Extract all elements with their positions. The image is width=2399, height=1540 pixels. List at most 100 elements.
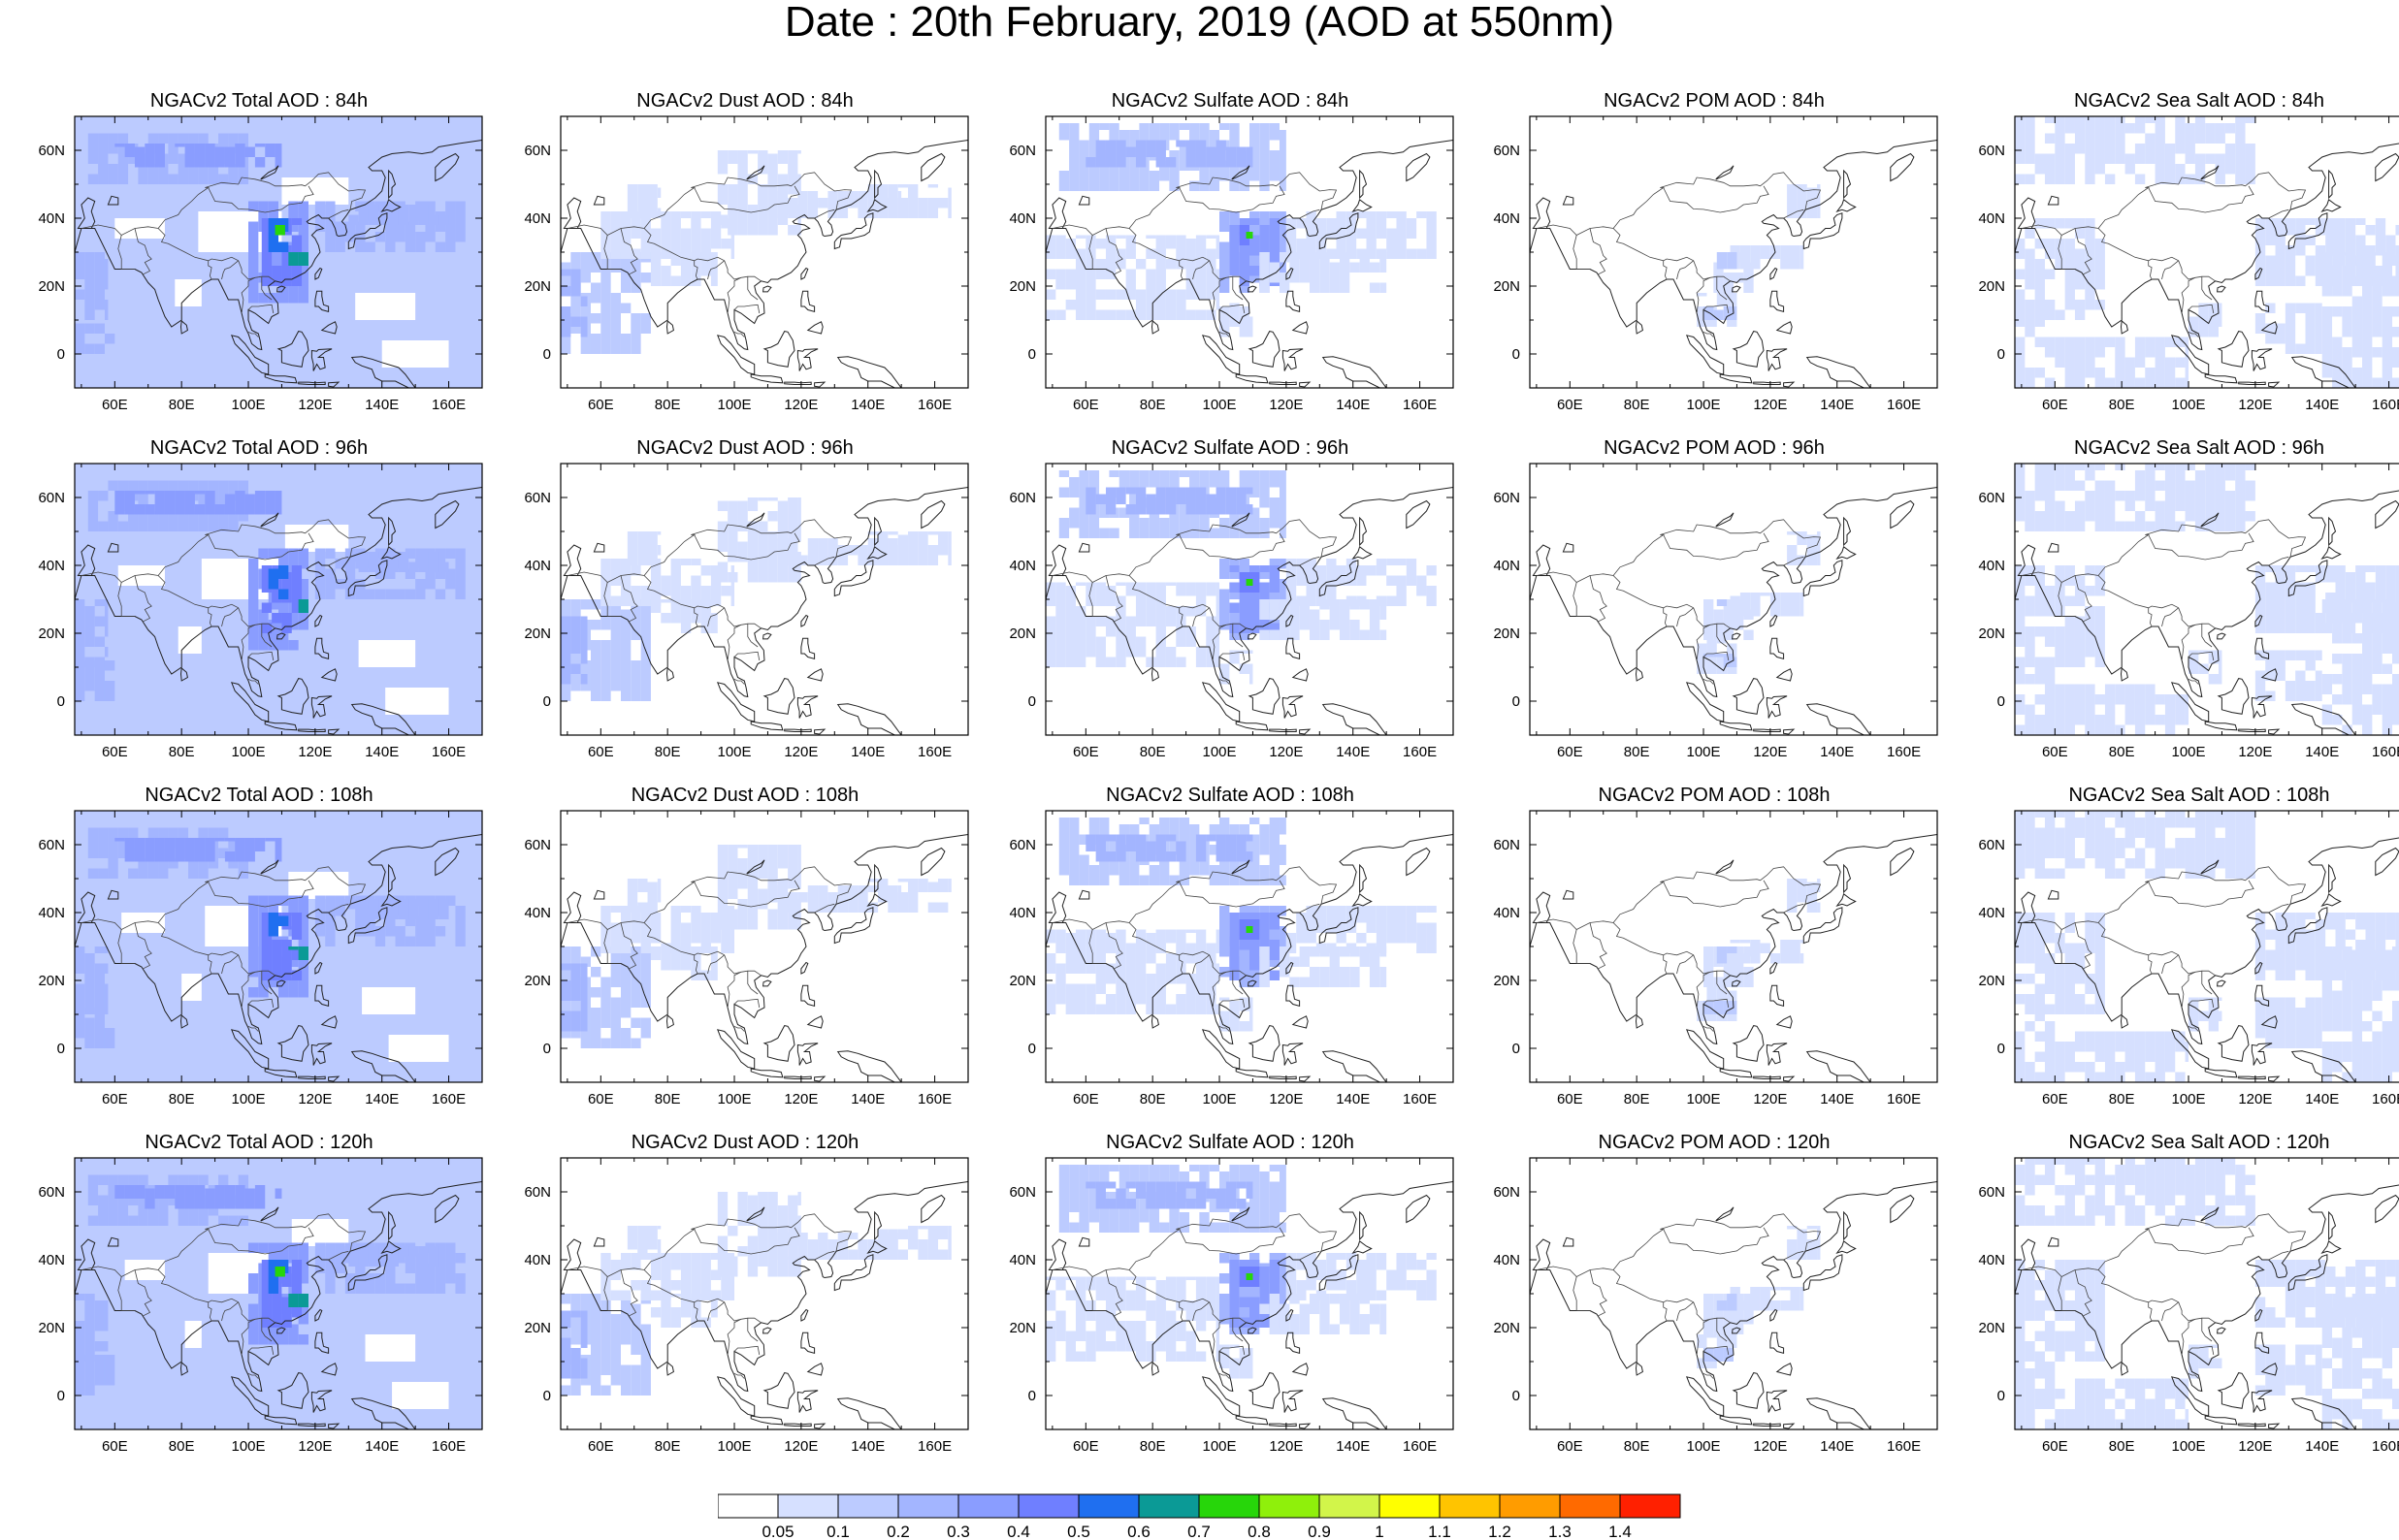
lat-tick-label: 20N: [1978, 626, 2005, 642]
lat-tick-label: 0: [1512, 1041, 1520, 1057]
colorbar-swatch: [718, 1493, 779, 1519]
lon-tick-label: 100E: [1202, 397, 1236, 413]
lon-tick-label: 60E: [588, 397, 614, 413]
colorbar-label: 0.3: [947, 1523, 970, 1540]
lat-tick-label: 20N: [524, 278, 551, 295]
lon-tick-label: 160E: [2372, 397, 2399, 413]
lon-tick-label: 120E: [784, 1438, 818, 1455]
lat-tick-label: 40N: [524, 210, 551, 227]
lon-tick-label: 60E: [102, 1438, 128, 1455]
country-borders: [2021, 172, 2307, 337]
panel-title: NGACv2 POM AOD : 96h: [1604, 437, 1825, 459]
lon-tick-label: 60E: [102, 1091, 128, 1107]
colorbar-swatch: [1078, 1493, 1140, 1519]
panel-title: NGACv2 Total AOD : 84h: [149, 90, 369, 112]
lon-tick-label: 100E: [1686, 397, 1720, 413]
coastlines: [561, 116, 968, 388]
lat-tick-label: 20N: [38, 973, 65, 989]
lon-tick-label: 160E: [1887, 744, 1921, 760]
lat-tick-label: 60N: [1978, 837, 2005, 853]
colorbar-swatch: [1258, 1493, 1320, 1519]
lon-tick-label: 120E: [1269, 1438, 1303, 1455]
lat-tick-label: 40N: [524, 905, 551, 921]
country-borders: [1536, 519, 1822, 685]
lon-tick-label: 140E: [365, 397, 399, 413]
lon-tick-label: 80E: [169, 1438, 195, 1455]
lon-tick-label: 160E: [432, 744, 466, 760]
lat-tick-label: 40N: [1493, 905, 1520, 921]
panel-title: NGACv2 Dust AOD : 120h: [631, 1132, 859, 1153]
map-panel-seasalt-108h: NGACv2 Sea Salt AOD : 108h 60E 80E 100E 120E…: [1971, 784, 2399, 1118]
coastlines: [2015, 116, 2399, 388]
lon-tick-label: 120E: [298, 397, 332, 413]
lat-tick-label: 0: [1512, 346, 1520, 363]
lon-tick-label: 100E: [717, 1091, 751, 1107]
colorbar-label: 0.1: [827, 1523, 850, 1540]
country-borders: [2021, 519, 2307, 685]
lon-tick-label: 160E: [918, 397, 952, 413]
colorbar-label: 1.1: [1428, 1523, 1451, 1540]
coastlines: [1046, 116, 1453, 388]
lon-tick-label: 80E: [1624, 397, 1650, 413]
coastlines: [75, 1158, 482, 1429]
coastlines: [2015, 1158, 2399, 1429]
lon-tick-label: 140E: [851, 744, 885, 760]
lat-tick-label: 20N: [1978, 973, 2005, 989]
colorbar-label: 0.9: [1308, 1523, 1331, 1540]
lat-tick-label: 0: [1028, 1388, 1036, 1404]
lon-tick-label: 80E: [1140, 397, 1166, 413]
panel-title: NGACv2 Sea Salt AOD : 108h: [2068, 785, 2330, 806]
lon-tick-label: 160E: [1403, 1438, 1437, 1455]
lat-tick-label: 40N: [1978, 558, 2005, 574]
lon-tick-label: 100E: [1686, 1091, 1720, 1107]
panel-title: NGACv2 Sea Salt AOD : 84h: [2074, 90, 2324, 112]
lon-tick-label: 120E: [1269, 397, 1303, 413]
lat-tick-label: 60N: [1493, 490, 1520, 506]
lon-tick-label: 60E: [1073, 1091, 1099, 1107]
lon-tick-label: 140E: [1820, 1091, 1854, 1107]
colorbar-label: 1: [1375, 1523, 1383, 1540]
panel-title: NGACv2 POM AOD : 120h: [1598, 1132, 1831, 1153]
lon-tick-label: 120E: [298, 1091, 332, 1107]
lat-tick-label: 40N: [38, 558, 65, 574]
lon-tick-label: 120E: [2238, 397, 2272, 413]
aod-map: 60E 80E 100E 120E 140E 160E 60N 40N 20N 0: [38, 1157, 483, 1455]
colorbar-label: 0.8: [1248, 1523, 1271, 1540]
lon-tick-label: 60E: [1557, 1438, 1583, 1455]
lat-tick-label: 40N: [38, 1252, 65, 1268]
aod-map: 60E 80E 100E 120E 140E 160E 60N 40N 20N 0: [1978, 1157, 2399, 1455]
lon-tick-label: 100E: [1202, 744, 1236, 760]
lon-tick-label: 140E: [851, 1438, 885, 1455]
panel-title: NGACv2 Sea Salt AOD : 96h: [2074, 437, 2324, 459]
country-borders: [1052, 172, 1338, 337]
colorbar-label: 0.4: [1007, 1523, 1030, 1540]
lat-tick-label: 40N: [38, 905, 65, 921]
lon-tick-label: 120E: [784, 744, 818, 760]
lon-tick-label: 140E: [2305, 1438, 2339, 1455]
lon-tick-label: 140E: [1820, 744, 1854, 760]
colorbar-label: 1.4: [1608, 1523, 1632, 1540]
lat-tick-label: 0: [543, 1041, 551, 1057]
lon-tick-label: 100E: [717, 397, 751, 413]
lon-tick-label: 140E: [1336, 744, 1370, 760]
aod-map: 60E 80E 100E 120E 140E 160E 60N 40N 20N 0: [1009, 115, 1454, 413]
lat-tick-label: 60N: [1978, 1184, 2005, 1201]
country-borders: [1536, 1213, 1822, 1379]
lat-tick-label: 0: [1997, 1388, 2005, 1404]
map-panel-sulfate-120h: NGACv2 Sulfate AOD : 120h 60E 80E 100E 120E 1…: [1002, 1131, 1458, 1465]
lat-tick-label: 20N: [38, 626, 65, 642]
lon-tick-label: 60E: [2042, 1091, 2068, 1107]
lon-tick-label: 160E: [918, 744, 952, 760]
lon-tick-label: 120E: [1269, 1091, 1303, 1107]
lat-tick-label: 0: [543, 693, 551, 710]
coastlines: [2015, 811, 2399, 1082]
lon-tick-label: 140E: [2305, 744, 2339, 760]
lat-tick-label: 20N: [1493, 973, 1520, 989]
lat-tick-label: 20N: [1493, 1320, 1520, 1336]
lat-tick-label: 20N: [1009, 626, 1036, 642]
lon-tick-label: 80E: [2109, 744, 2135, 760]
colorbar-swatch: [1499, 1493, 1561, 1519]
coastlines: [1530, 811, 1937, 1082]
coastlines: [1046, 464, 1453, 735]
lat-tick-label: 60N: [38, 490, 65, 506]
